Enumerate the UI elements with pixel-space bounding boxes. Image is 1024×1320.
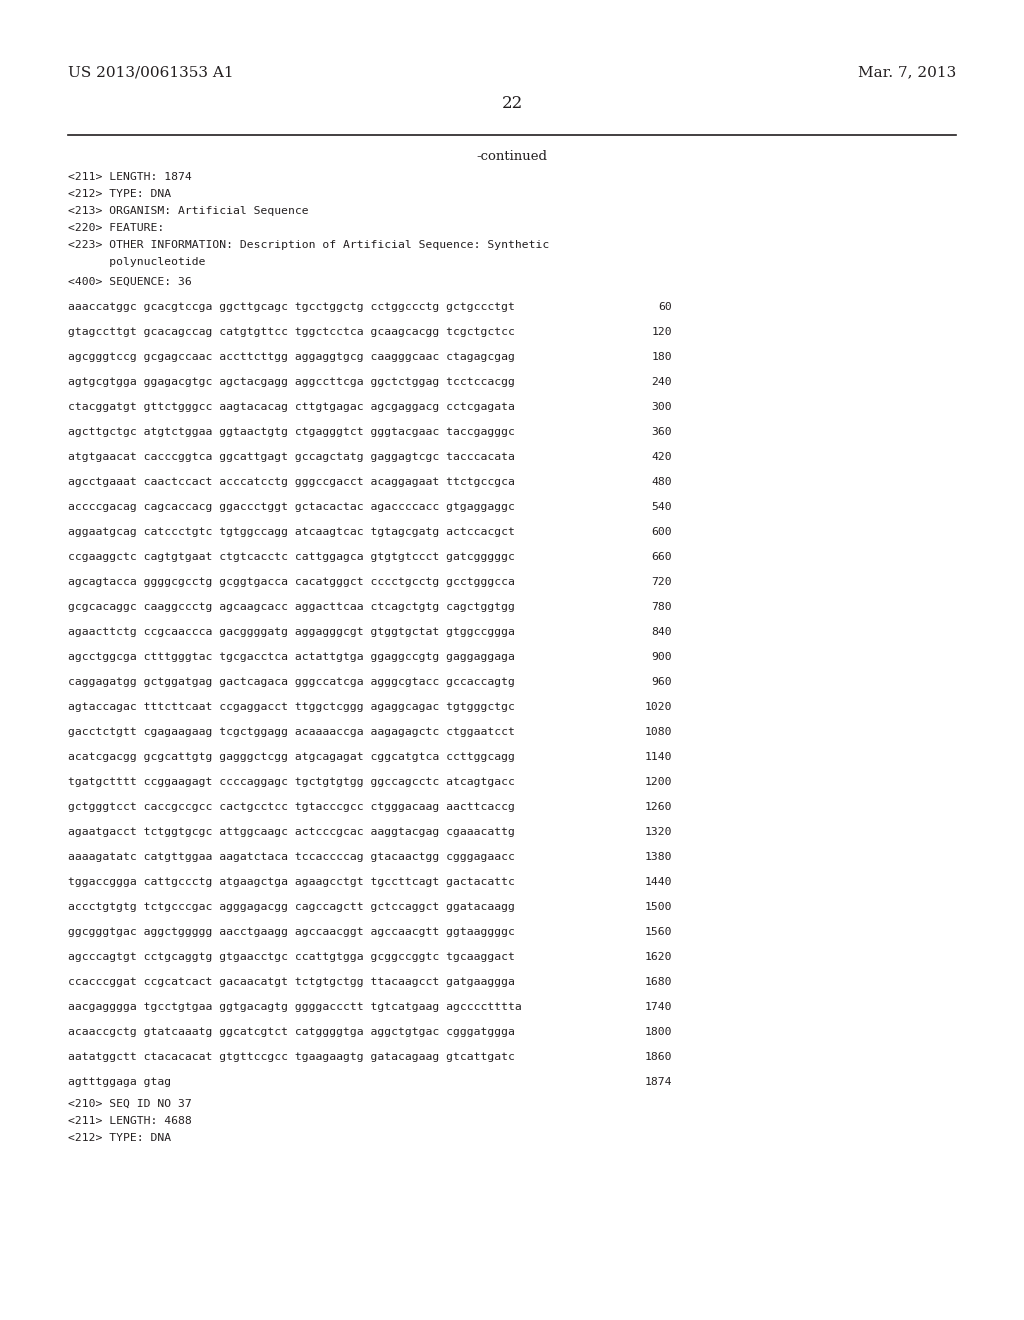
Text: aacgagggga tgcctgtgaa ggtgacagtg ggggaccctt tgtcatgaag agcccctttta: aacgagggga tgcctgtgaa ggtgacagtg ggggacc… — [68, 1002, 522, 1012]
Text: aaaagatatc catgttggaa aagatctaca tccaccccag gtacaactgg cgggagaacc: aaaagatatc catgttggaa aagatctaca tccaccc… — [68, 851, 515, 862]
Text: 240: 240 — [651, 378, 672, 387]
Text: 1800: 1800 — [644, 1027, 672, 1038]
Text: 420: 420 — [651, 451, 672, 462]
Text: ctacggatgt gttctgggcc aagtacacag cttgtgagac agcgaggacg cctcgagata: ctacggatgt gttctgggcc aagtacacag cttgtga… — [68, 403, 515, 412]
Text: 600: 600 — [651, 527, 672, 537]
Text: agcctgaaat caactccact acccatcctg gggccgacct acaggagaat ttctgccgca: agcctgaaat caactccact acccatcctg gggccga… — [68, 477, 515, 487]
Text: 960: 960 — [651, 677, 672, 686]
Text: gtagccttgt gcacagccag catgtgttcc tggctcctca gcaagcacgg tcgctgctcc: gtagccttgt gcacagccag catgtgttcc tggctcc… — [68, 327, 515, 337]
Text: ggcgggtgac aggctggggg aacctgaagg agccaacggt agccaacgtt ggtaaggggc: ggcgggtgac aggctggggg aacctgaagg agccaac… — [68, 927, 515, 937]
Text: 540: 540 — [651, 502, 672, 512]
Text: agcttgctgc atgtctggaa ggtaactgtg ctgagggtct gggtacgaac taccgagggc: agcttgctgc atgtctggaa ggtaactgtg ctgaggg… — [68, 426, 515, 437]
Text: 1680: 1680 — [644, 977, 672, 987]
Text: accccgacag cagcaccacg ggaccctggt gctacactac agaccccacc gtgaggaggc: accccgacag cagcaccacg ggaccctggt gctacac… — [68, 502, 515, 512]
Text: agaacttctg ccgcaaccca gacggggatg aggagggcgt gtggtgctat gtggccggga: agaacttctg ccgcaaccca gacggggatg aggaggg… — [68, 627, 515, 638]
Text: aggaatgcag catccctgtc tgtggccagg atcaagtcac tgtagcgatg actccacgct: aggaatgcag catccctgtc tgtggccagg atcaagt… — [68, 527, 515, 537]
Text: 1200: 1200 — [644, 777, 672, 787]
Text: US 2013/0061353 A1: US 2013/0061353 A1 — [68, 65, 233, 79]
Text: 660: 660 — [651, 552, 672, 562]
Text: <211> LENGTH: 4688: <211> LENGTH: 4688 — [68, 1115, 191, 1126]
Text: <400> SEQUENCE: 36: <400> SEQUENCE: 36 — [68, 277, 191, 286]
Text: agcccagtgt cctgcaggtg gtgaacctgc ccattgtgga gcggccggtc tgcaaggact: agcccagtgt cctgcaggtg gtgaacctgc ccattgt… — [68, 952, 515, 962]
Text: 180: 180 — [651, 352, 672, 362]
Text: 120: 120 — [651, 327, 672, 337]
Text: agtaccagac tttcttcaat ccgaggacct ttggctcggg agaggcagac tgtgggctgc: agtaccagac tttcttcaat ccgaggacct ttggctc… — [68, 702, 515, 711]
Text: Mar. 7, 2013: Mar. 7, 2013 — [858, 65, 956, 79]
Text: agcagtacca ggggcgcctg gcggtgacca cacatgggct cccctgcctg gcctgggcca: agcagtacca ggggcgcctg gcggtgacca cacatgg… — [68, 577, 515, 587]
Text: agcctggcga ctttgggtac tgcgacctca actattgtga ggaggccgtg gaggaggaga: agcctggcga ctttgggtac tgcgacctca actattg… — [68, 652, 515, 663]
Text: 900: 900 — [651, 652, 672, 663]
Text: 1380: 1380 — [644, 851, 672, 862]
Text: agtttggaga gtag: agtttggaga gtag — [68, 1077, 171, 1086]
Text: agaatgacct tctggtgcgc attggcaagc actcccgcac aaggtacgag cgaaacattg: agaatgacct tctggtgcgc attggcaagc actcccg… — [68, 828, 515, 837]
Text: 720: 720 — [651, 577, 672, 587]
Text: <220> FEATURE:: <220> FEATURE: — [68, 223, 164, 234]
Text: -continued: -continued — [476, 150, 548, 162]
Text: 1080: 1080 — [644, 727, 672, 737]
Text: <213> ORGANISM: Artificial Sequence: <213> ORGANISM: Artificial Sequence — [68, 206, 308, 216]
Text: 1874: 1874 — [644, 1077, 672, 1086]
Text: aatatggctt ctacacacat gtgttccgcc tgaagaagtg gatacagaag gtcattgatc: aatatggctt ctacacacat gtgttccgcc tgaagaa… — [68, 1052, 515, 1063]
Text: caggagatgg gctggatgag gactcagaca gggccatcga agggcgtacc gccaccagtg: caggagatgg gctggatgag gactcagaca gggccat… — [68, 677, 515, 686]
Text: agtgcgtgga ggagacgtgc agctacgagg aggccttcga ggctctggag tcctccacgg: agtgcgtgga ggagacgtgc agctacgagg aggcctt… — [68, 378, 515, 387]
Text: <210> SEQ ID NO 37: <210> SEQ ID NO 37 — [68, 1100, 191, 1109]
Text: atgtgaacat cacccggtca ggcattgagt gccagctatg gaggagtcgc tacccacata: atgtgaacat cacccggtca ggcattgagt gccagct… — [68, 451, 515, 462]
Text: 1320: 1320 — [644, 828, 672, 837]
Text: 360: 360 — [651, 426, 672, 437]
Text: 1440: 1440 — [644, 876, 672, 887]
Text: agcgggtccg gcgagccaac accttcttgg aggaggtgcg caagggcaac ctagagcgag: agcgggtccg gcgagccaac accttcttgg aggaggt… — [68, 352, 515, 362]
Text: gacctctgtt cgagaagaag tcgctggagg acaaaaccga aagagagctc ctggaatcct: gacctctgtt cgagaagaag tcgctggagg acaaaac… — [68, 727, 515, 737]
Text: 480: 480 — [651, 477, 672, 487]
Text: aaaccatggc gcacgtccga ggcttgcagc tgcctggctg cctggccctg gctgccctgt: aaaccatggc gcacgtccga ggcttgcagc tgcctgg… — [68, 302, 515, 312]
Text: accctgtgtg tctgcccgac agggagacgg cagccagctt gctccaggct ggatacaagg: accctgtgtg tctgcccgac agggagacgg cagccag… — [68, 902, 515, 912]
Text: acatcgacgg gcgcattgtg gagggctcgg atgcagagat cggcatgtca ccttggcagg: acatcgacgg gcgcattgtg gagggctcgg atgcaga… — [68, 752, 515, 762]
Text: 1500: 1500 — [644, 902, 672, 912]
Text: 300: 300 — [651, 403, 672, 412]
Text: 1860: 1860 — [644, 1052, 672, 1063]
Text: 22: 22 — [502, 95, 522, 112]
Text: polynucleotide: polynucleotide — [68, 257, 206, 267]
Text: 60: 60 — [658, 302, 672, 312]
Text: gctgggtcct caccgccgcc cactgcctcc tgtacccgcc ctgggacaag aacttcaccg: gctgggtcct caccgccgcc cactgcctcc tgtaccc… — [68, 803, 515, 812]
Text: 1140: 1140 — [644, 752, 672, 762]
Text: ccgaaggctc cagtgtgaat ctgtcacctc cattggagca gtgtgtccct gatcgggggc: ccgaaggctc cagtgtgaat ctgtcacctc cattgga… — [68, 552, 515, 562]
Text: 1620: 1620 — [644, 952, 672, 962]
Text: 780: 780 — [651, 602, 672, 612]
Text: tggaccggga cattgccctg atgaagctga agaagcctgt tgccttcagt gactacattc: tggaccggga cattgccctg atgaagctga agaagcc… — [68, 876, 515, 887]
Text: 1020: 1020 — [644, 702, 672, 711]
Text: ccacccggat ccgcatcact gacaacatgt tctgtgctgg ttacaagcct gatgaaggga: ccacccggat ccgcatcact gacaacatgt tctgtgc… — [68, 977, 515, 987]
Text: 840: 840 — [651, 627, 672, 638]
Text: acaaccgctg gtatcaaatg ggcatcgtct catggggtga aggctgtgac cgggatggga: acaaccgctg gtatcaaatg ggcatcgtct catgggg… — [68, 1027, 515, 1038]
Text: <223> OTHER INFORMATION: Description of Artificial Sequence: Synthetic: <223> OTHER INFORMATION: Description of … — [68, 240, 549, 249]
Text: 1560: 1560 — [644, 927, 672, 937]
Text: <211> LENGTH: 1874: <211> LENGTH: 1874 — [68, 172, 191, 182]
Text: 1740: 1740 — [644, 1002, 672, 1012]
Text: gcgcacaggc caaggccctg agcaagcacc aggacttcaa ctcagctgtg cagctggtgg: gcgcacaggc caaggccctg agcaagcacc aggactt… — [68, 602, 515, 612]
Text: tgatgctttt ccggaagagt ccccaggagc tgctgtgtgg ggccagcctc atcagtgacc: tgatgctttt ccggaagagt ccccaggagc tgctgtg… — [68, 777, 515, 787]
Text: 1260: 1260 — [644, 803, 672, 812]
Text: <212> TYPE: DNA: <212> TYPE: DNA — [68, 189, 171, 199]
Text: <212> TYPE: DNA: <212> TYPE: DNA — [68, 1133, 171, 1143]
